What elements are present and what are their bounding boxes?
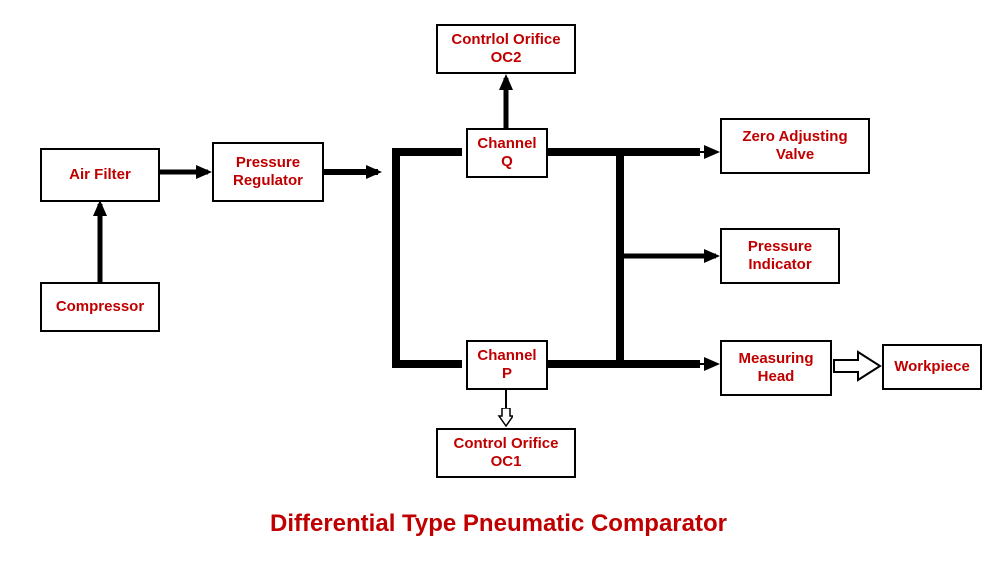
box-zero-adjusting-valve: Zero AdjustingValve xyxy=(720,118,870,174)
label-channel-p: ChannelP xyxy=(477,347,536,383)
label-air-filter: Air Filter xyxy=(69,166,131,184)
label-oc1: Control OrificeOC1 xyxy=(453,435,558,471)
title-text: Differential Type Pneumatic Comparator xyxy=(270,510,727,537)
edge-split-channelq xyxy=(396,152,462,175)
box-pressure-indicator: PressureIndicator xyxy=(720,228,840,284)
box-pressure-regulator: PressureRegulator xyxy=(212,142,324,202)
box-channel-p: ChannelP xyxy=(466,340,548,390)
box-workpiece: Workpiece xyxy=(882,344,982,390)
diagram-title: Differential Type Pneumatic Comparator xyxy=(270,510,727,538)
label-zero-adjusting: Zero AdjustingValve xyxy=(742,128,847,164)
label-oc2: Contrlol OrificeOC2 xyxy=(451,31,560,67)
box-compressor: Compressor xyxy=(40,282,160,332)
label-measuring-head: MeasuringHead xyxy=(738,350,813,386)
label-compressor: Compressor xyxy=(56,298,144,316)
label-pressure-regulator: PressureRegulator xyxy=(233,154,303,190)
box-air-filter: Air Filter xyxy=(40,148,160,202)
box-control-orifice-oc1: Control OrificeOC1 xyxy=(436,428,576,478)
label-workpiece: Workpiece xyxy=(894,358,970,376)
box-measuring-head: MeasuringHead xyxy=(720,340,832,396)
box-channel-q: ChannelQ xyxy=(466,128,548,178)
label-channel-q: ChannelQ xyxy=(477,135,536,171)
label-pressure-indicator: PressureIndicator xyxy=(748,238,812,274)
box-control-orifice-oc2: Contrlol OrificeOC2 xyxy=(436,24,576,74)
edge-split-channelp xyxy=(396,168,462,364)
edge-measure-workpiece xyxy=(834,352,880,380)
